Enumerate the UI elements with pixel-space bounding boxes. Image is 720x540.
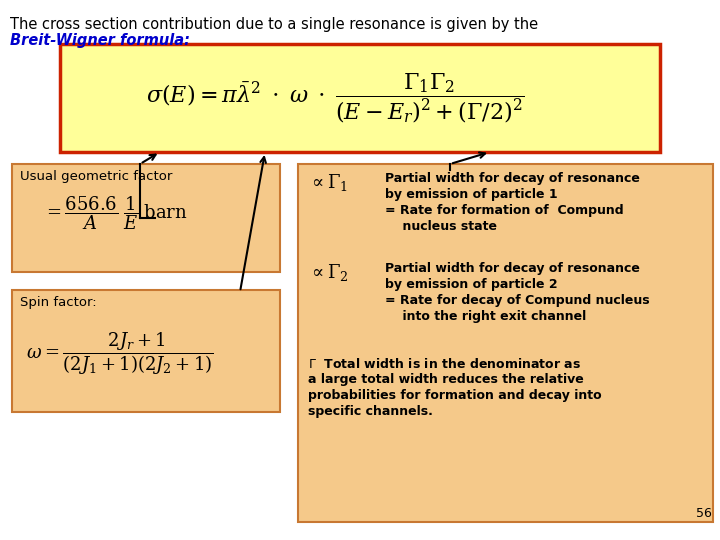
Text: $\omega = \dfrac{2J_r+1}{(2J_1+1)(2J_2+1)}$: $\omega = \dfrac{2J_r+1}{(2J_1+1)(2J_2+1… — [26, 330, 214, 377]
Text: Partial width for decay of resonance: Partial width for decay of resonance — [385, 172, 640, 185]
Text: $= \dfrac{656.6}{A}\;\dfrac{1}{E}\;\mathrm{barn}$: $= \dfrac{656.6}{A}\;\dfrac{1}{E}\;\math… — [42, 194, 187, 232]
Text: nucleus state: nucleus state — [385, 220, 497, 233]
Text: = Rate for decay of Compund nucleus: = Rate for decay of Compund nucleus — [385, 294, 649, 307]
FancyBboxPatch shape — [298, 164, 713, 522]
Text: $\propto \Gamma_2$: $\propto \Gamma_2$ — [308, 262, 348, 283]
Text: Breit-Wigner formula:: Breit-Wigner formula: — [10, 33, 190, 48]
Text: 56: 56 — [696, 507, 712, 520]
Text: $\sigma(E) = \pi\bar{\lambda}^2 \;\cdot\; \omega \;\cdot\; \dfrac{\Gamma_1\Gamma: $\sigma(E) = \pi\bar{\lambda}^2 \;\cdot\… — [145, 71, 524, 125]
Text: by emission of particle 1: by emission of particle 1 — [385, 188, 557, 201]
Text: Usual geometric factor: Usual geometric factor — [20, 170, 172, 183]
FancyBboxPatch shape — [60, 44, 660, 152]
Text: Partial width for decay of resonance: Partial width for decay of resonance — [385, 262, 640, 275]
FancyBboxPatch shape — [12, 164, 280, 272]
FancyBboxPatch shape — [12, 290, 280, 412]
Text: = Rate for formation of  Compund: = Rate for formation of Compund — [385, 204, 624, 217]
Text: The cross section contribution due to a single resonance is given by the: The cross section contribution due to a … — [10, 17, 538, 32]
Text: by emission of particle 2: by emission of particle 2 — [385, 278, 557, 291]
Text: probabilities for formation and decay into: probabilities for formation and decay in… — [308, 389, 602, 402]
Text: specific channels.: specific channels. — [308, 405, 433, 418]
Text: a large total width reduces the relative: a large total width reduces the relative — [308, 373, 584, 386]
Text: $\Gamma$  Total width is in the denominator as: $\Gamma$ Total width is in the denominat… — [308, 357, 581, 371]
Text: $\propto \Gamma_1$: $\propto \Gamma_1$ — [308, 172, 348, 193]
Text: Spin factor:: Spin factor: — [20, 296, 96, 309]
Text: into the right exit channel: into the right exit channel — [385, 310, 586, 323]
